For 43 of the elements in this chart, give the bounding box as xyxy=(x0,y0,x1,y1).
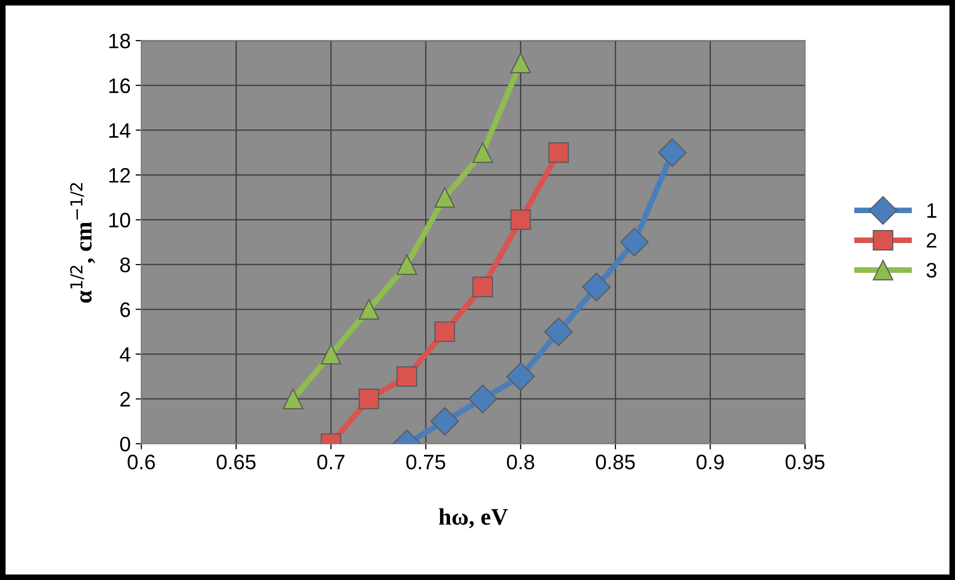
point xyxy=(396,366,418,387)
legend-label: 3 xyxy=(926,262,936,278)
point xyxy=(282,388,304,410)
point xyxy=(506,362,535,391)
point xyxy=(434,187,456,208)
x-tick-label: 0.9 xyxy=(696,454,724,470)
y-tick-label: 0 xyxy=(120,436,130,452)
y-tick-label: 8 xyxy=(120,258,130,272)
legend-label: 1 xyxy=(927,203,936,218)
y-tick-label: 2 xyxy=(120,392,130,406)
point xyxy=(582,272,611,302)
point xyxy=(396,254,418,275)
x-tick-label: 0.95 xyxy=(786,454,824,470)
y-axis-title: α$^{1/2}$, cm$^{−1/2}$ xyxy=(70,183,96,303)
x-axis-title: hω, eV xyxy=(438,508,508,528)
point xyxy=(358,388,380,410)
point xyxy=(544,317,573,346)
point xyxy=(510,209,531,230)
y-tick-label: 4 xyxy=(120,347,130,362)
point xyxy=(548,142,569,163)
point xyxy=(510,52,531,74)
x-tick-label: 0.8 xyxy=(506,454,534,470)
x-tick-label: 0.65 xyxy=(216,454,256,470)
point xyxy=(434,321,456,342)
y-tick-label: 16 xyxy=(109,78,130,94)
x-tick-label: 0.6 xyxy=(128,454,155,470)
legend-label: 2 xyxy=(926,232,936,248)
y-tick-label: 14 xyxy=(109,123,130,138)
y-tick-label: 6 xyxy=(120,302,130,318)
point xyxy=(472,276,493,298)
x-tick-label: 0.7 xyxy=(317,454,344,470)
y-tick-label: 18 xyxy=(109,34,130,48)
point xyxy=(468,384,497,414)
x-tick-label: 0.85 xyxy=(596,454,635,470)
y-tick-label: 10 xyxy=(109,212,130,228)
point xyxy=(620,228,649,256)
point xyxy=(472,142,493,163)
y-tick-label: 12 xyxy=(109,168,130,183)
point xyxy=(658,138,687,167)
point xyxy=(320,344,342,364)
x-tick-label: 0.75 xyxy=(406,454,446,470)
point xyxy=(358,299,380,320)
point xyxy=(430,407,460,436)
